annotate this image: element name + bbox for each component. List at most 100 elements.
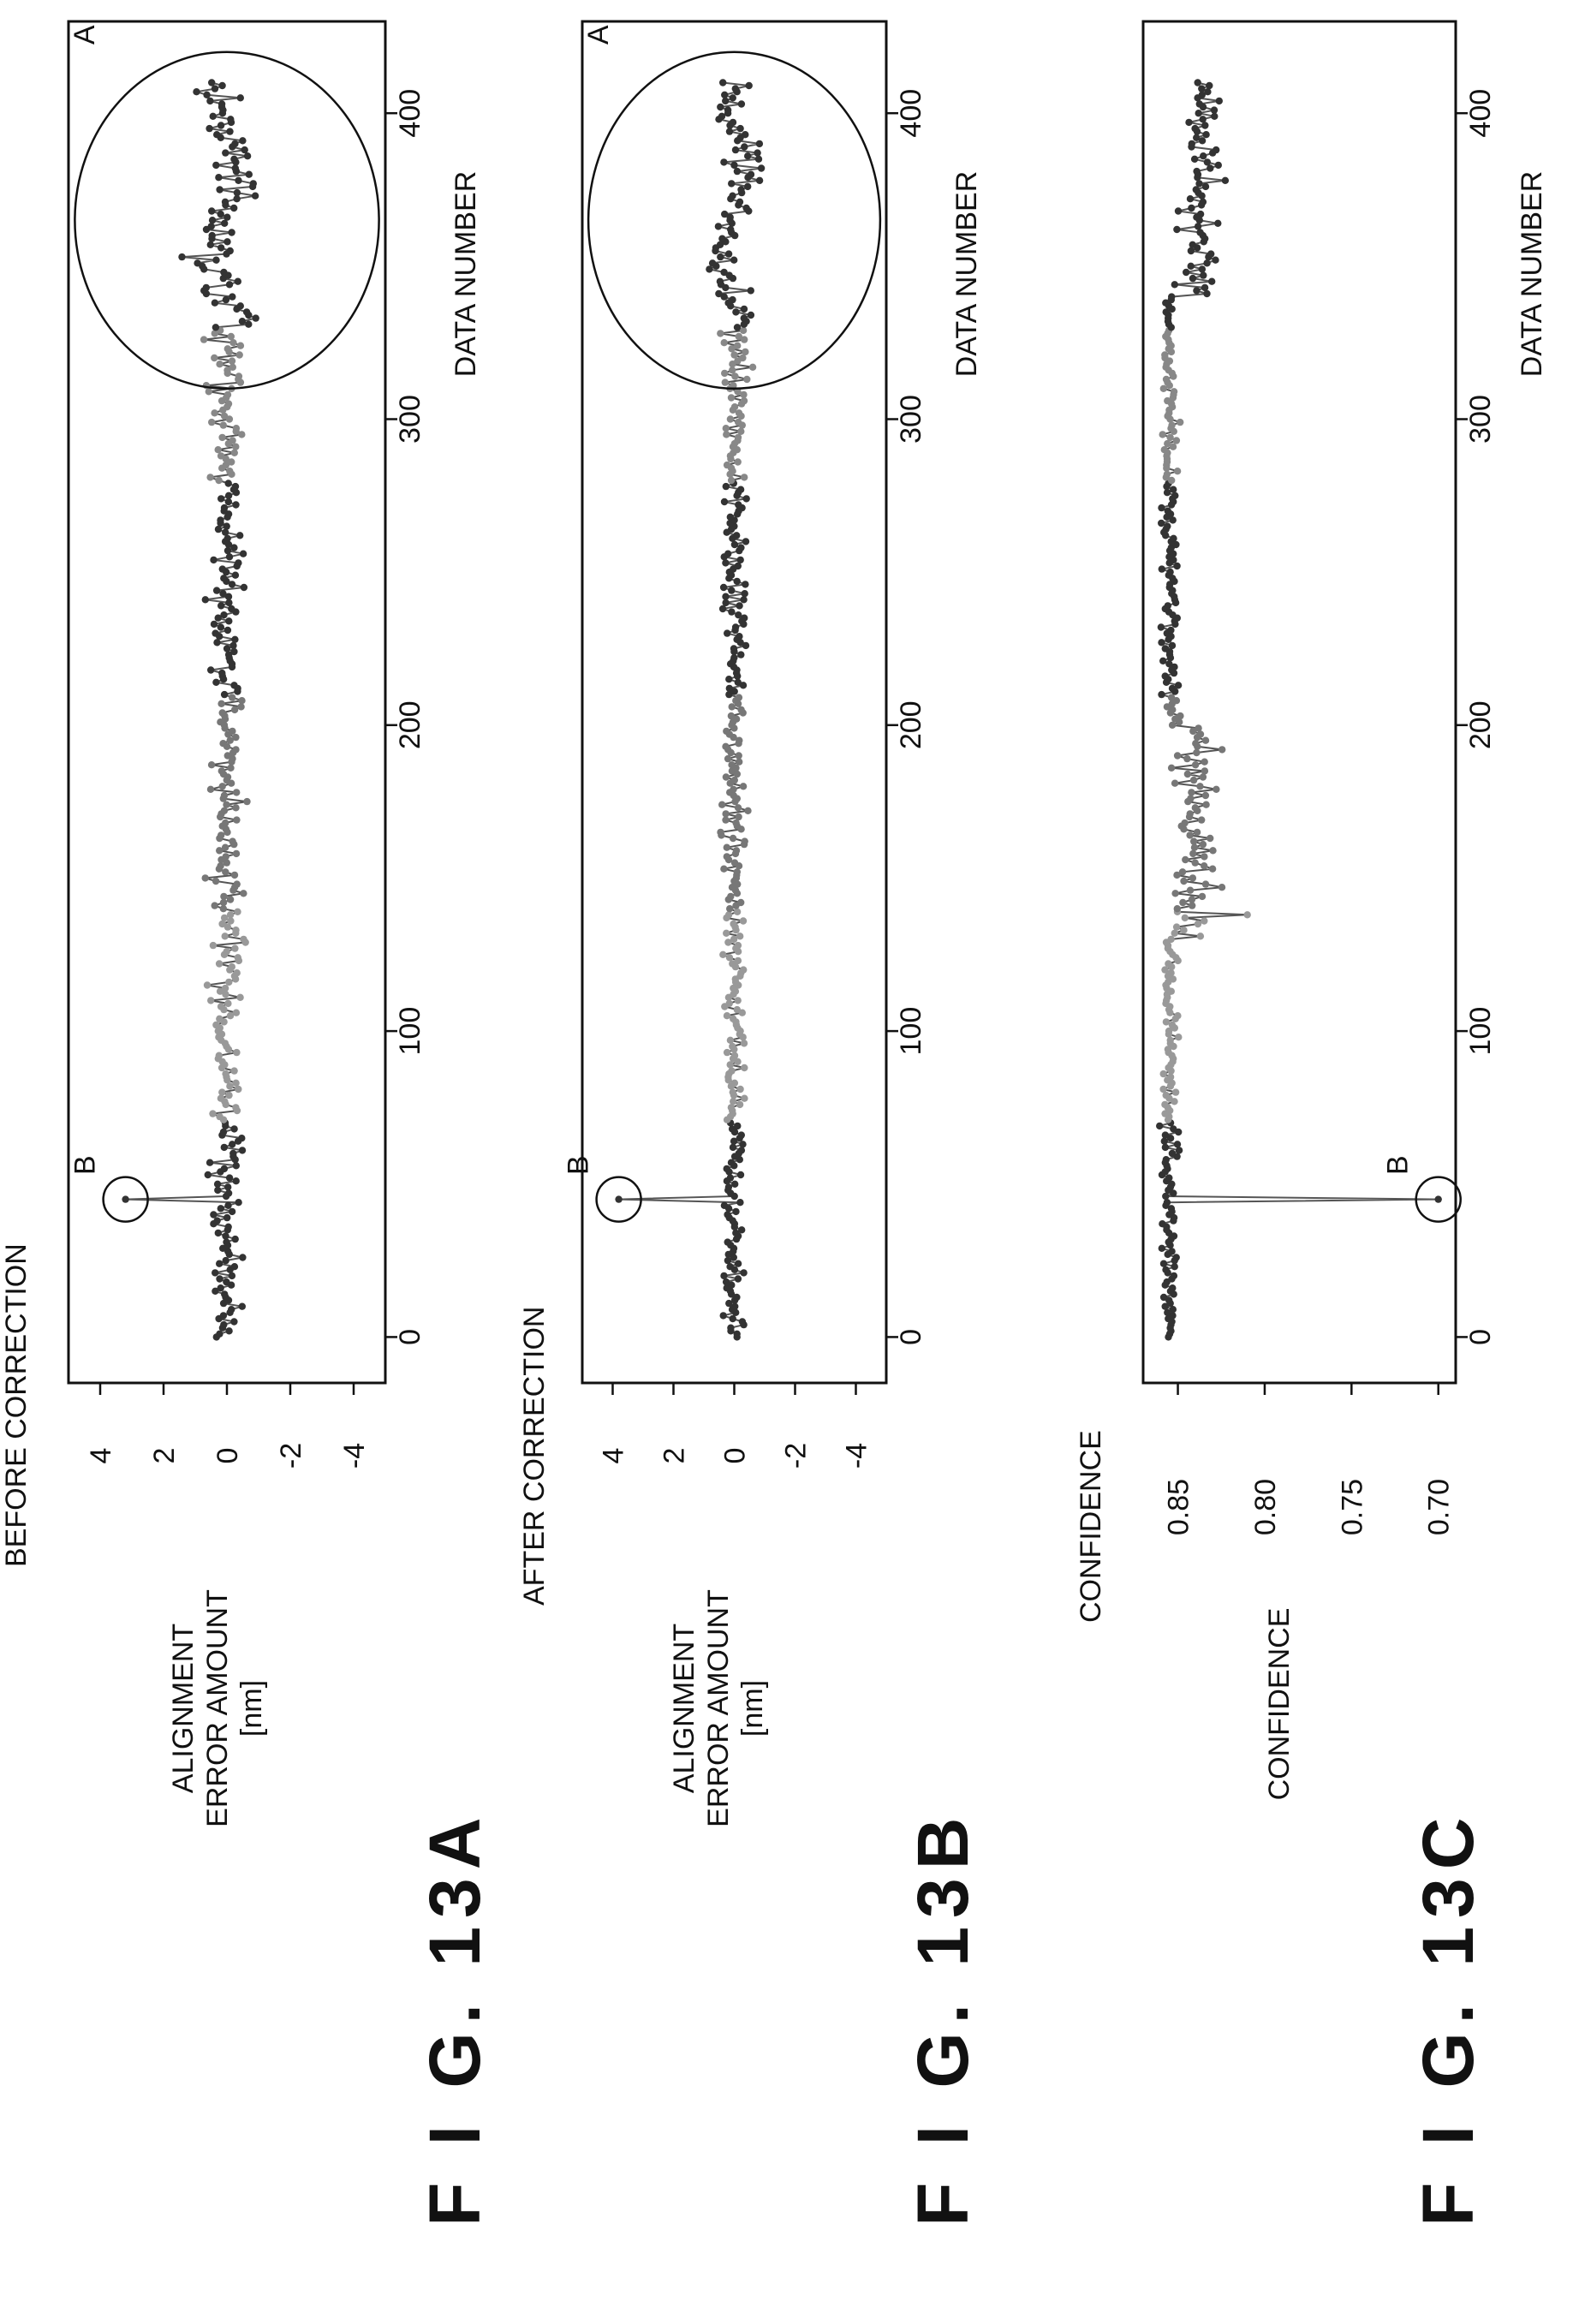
- data-point: [735, 332, 742, 341]
- data-point: [220, 1320, 228, 1329]
- y-tick-label: -4: [338, 1443, 371, 1469]
- data-point: [206, 1159, 214, 1166]
- data-point: [231, 944, 239, 952]
- data-point: [1171, 1263, 1178, 1271]
- data-point: [736, 736, 743, 744]
- data-point: [210, 1211, 217, 1219]
- data-point: [724, 550, 732, 557]
- data-point: [223, 801, 230, 808]
- data-point: [233, 816, 241, 824]
- data-point: [209, 941, 217, 950]
- data-point: [721, 378, 729, 386]
- data-point: [212, 1269, 219, 1277]
- data-point: [1208, 277, 1216, 285]
- data-point: [1198, 91, 1207, 99]
- data-point: [1173, 562, 1181, 570]
- data-point: [744, 807, 752, 814]
- y-tick-label: 0.70: [1423, 1479, 1456, 1535]
- data-point: [742, 641, 750, 650]
- y-tick-label: 0: [719, 1448, 752, 1464]
- data-point: [736, 556, 744, 564]
- data-point: [723, 431, 730, 438]
- data-point: [217, 495, 225, 503]
- data-point: [717, 828, 724, 837]
- data-point: [726, 415, 735, 423]
- data-point: [1186, 195, 1195, 203]
- data-point: [1181, 914, 1189, 922]
- data-point: [226, 1082, 234, 1090]
- data-point: [1190, 155, 1199, 163]
- data-point: [740, 314, 748, 322]
- data-point: [1167, 969, 1175, 977]
- data-point: [223, 1278, 230, 1286]
- annotation-circle-b: [1415, 1176, 1462, 1223]
- data-point: [221, 984, 229, 992]
- data-point: [1182, 855, 1189, 864]
- data-point: [733, 577, 741, 586]
- data-point: [740, 1269, 748, 1277]
- data-point: [1199, 116, 1207, 123]
- data-point: [1186, 810, 1194, 818]
- data-point: [229, 437, 236, 444]
- data-point: [1191, 761, 1200, 769]
- data-point: [741, 837, 748, 845]
- data-point: [727, 1159, 736, 1166]
- data-point: [230, 449, 238, 456]
- data-point: [754, 155, 763, 163]
- data-point: [722, 816, 730, 824]
- data-point: [236, 302, 244, 310]
- data-point: [1158, 639, 1165, 647]
- data-point: [725, 676, 733, 683]
- data-point: [1194, 920, 1202, 928]
- data-point: [1202, 131, 1210, 139]
- data-point: [757, 164, 766, 172]
- data-point: [230, 1318, 238, 1326]
- data-point: [1189, 241, 1196, 248]
- data-point: [1162, 1018, 1171, 1026]
- data-point: [1169, 1284, 1177, 1292]
- panel-title: AFTER CORRECTION: [518, 1307, 551, 1606]
- data-point: [1185, 118, 1193, 127]
- data-point: [230, 682, 238, 689]
- data-point: [235, 351, 243, 359]
- data-point: [1175, 1147, 1183, 1154]
- data-point: [734, 1275, 742, 1283]
- data-point: [228, 581, 236, 588]
- data-point: [1213, 146, 1220, 154]
- data-point: [729, 295, 736, 304]
- data-point: [211, 299, 219, 307]
- data-point: [1207, 250, 1215, 258]
- data-point: [249, 180, 257, 188]
- data-point: [1203, 158, 1212, 166]
- data-point: [217, 244, 225, 252]
- data-point: [728, 1125, 736, 1133]
- y-axis-label: [nm]: [235, 1680, 268, 1737]
- data-point: [722, 599, 730, 607]
- data-point: [212, 161, 220, 170]
- y-tick-label: 0: [212, 1448, 244, 1464]
- data-point: [1174, 682, 1183, 689]
- data-point: [1158, 1244, 1166, 1253]
- chart-panel-13B: 0 100 200 300 400 4 2 0 -2 -4 DATA NUMBER ALIGNMENT…: [518, 20, 983, 2226]
- data-point: [1192, 186, 1201, 194]
- data-point: [233, 188, 241, 197]
- data-point: [742, 581, 749, 588]
- data-point: [230, 544, 238, 551]
- data-point: [223, 1238, 230, 1246]
- data-point: [1173, 468, 1182, 475]
- data-point: [216, 1330, 223, 1338]
- data-point: [1194, 79, 1201, 86]
- data-point: [1171, 779, 1179, 787]
- data-point: [1199, 840, 1207, 849]
- data-point: [228, 229, 235, 236]
- data-point: [1159, 1293, 1168, 1302]
- data-point: [217, 122, 225, 129]
- data-point: [729, 1042, 736, 1051]
- data-point: [230, 1125, 238, 1133]
- data-point: [1162, 299, 1170, 307]
- data-point: [742, 538, 750, 545]
- data-point: [218, 709, 226, 717]
- data-point: [1164, 522, 1171, 530]
- data-point: [225, 617, 233, 625]
- data-point: [224, 651, 233, 658]
